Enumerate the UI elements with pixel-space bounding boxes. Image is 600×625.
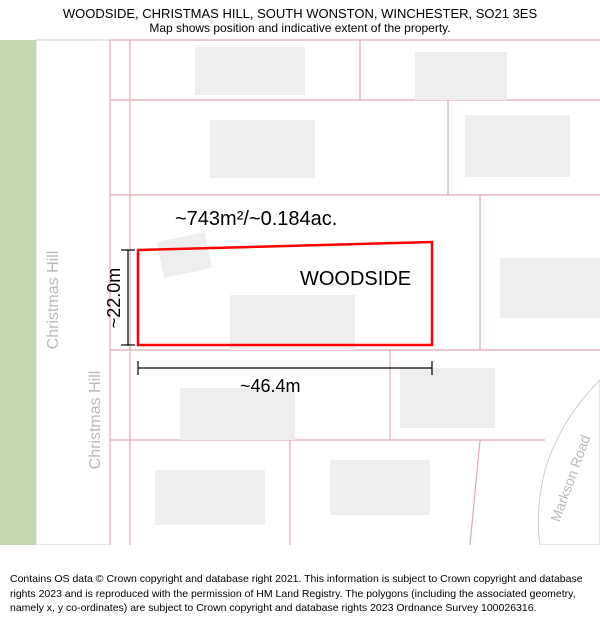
copyright-text: Contains OS data © Crown copyright and d… — [10, 573, 583, 613]
building — [330, 460, 430, 515]
building — [230, 295, 355, 350]
road-label: Christmas Hill — [87, 371, 104, 470]
map-title: WOODSIDE, CHRISTMAS HILL, SOUTH WONSTON,… — [10, 6, 590, 21]
property-label: WOODSIDE — [300, 268, 411, 290]
building — [500, 258, 600, 318]
map-footer: Contains OS data © Crown copyright and d… — [0, 566, 600, 625]
map-header: WOODSIDE, CHRISTMAS HILL, SOUTH WONSTON,… — [0, 0, 600, 39]
map-subtitle: Map shows position and indicative extent… — [10, 21, 590, 35]
area-label: ~743m²/~0.184ac. — [175, 208, 337, 230]
building — [195, 47, 305, 95]
dimension-label: ~46.4m — [240, 376, 301, 396]
building — [210, 120, 315, 178]
building — [465, 115, 570, 177]
building — [400, 368, 495, 428]
building — [155, 470, 265, 525]
map-svg: Christmas HillChristmas HillMarkson Road… — [0, 0, 600, 545]
map-canvas: Christmas HillChristmas HillMarkson Road… — [0, 0, 600, 545]
building — [415, 52, 507, 100]
green-area — [0, 40, 36, 545]
dimension-label: ~22.0m — [104, 268, 124, 329]
road-label: Christmas Hill — [45, 251, 62, 350]
